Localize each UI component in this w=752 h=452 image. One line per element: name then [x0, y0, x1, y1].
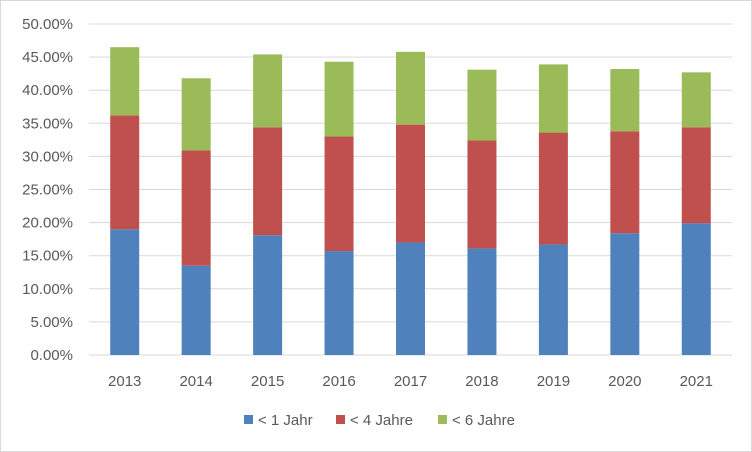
- legend-label: < 4 Jahre: [350, 412, 413, 429]
- x-tick-label: 2015: [251, 373, 284, 390]
- bar-segment-2: [324, 136, 354, 252]
- legend-label: < 1 Jahr: [258, 412, 313, 429]
- x-tick-label: 2018: [465, 373, 498, 390]
- x-tick-label: 2019: [537, 373, 570, 390]
- bars: [110, 47, 711, 355]
- y-tick-label: 20.00%: [22, 215, 73, 232]
- y-tick-label: 50.00%: [22, 16, 73, 33]
- y-tick-label: 25.00%: [22, 182, 73, 199]
- bar-segment-3: [324, 61, 354, 137]
- bar-segment-2: [110, 115, 140, 230]
- bar-segment-2: [681, 127, 711, 224]
- y-axis-tick-labels: 0.00% 5.00% 10.00% 15.00% 20.00% 25.00% 30.00%…: [22, 16, 73, 364]
- bar-segment-3: [110, 47, 140, 116]
- bar-segment-1: [253, 235, 283, 355]
- y-tick-label: 15.00%: [22, 248, 73, 265]
- x-tick-label: 2016: [322, 373, 355, 390]
- y-tick-label: 5.00%: [30, 314, 73, 331]
- legend-swatch: [244, 415, 253, 424]
- legend-swatch: [438, 415, 447, 424]
- bar-segment-2: [253, 127, 283, 236]
- legend: < 1 Jahr < 4 Jahre < 6 Jahre: [244, 412, 515, 429]
- legend-label: < 6 Jahre: [452, 412, 515, 429]
- bar-segment-2: [538, 132, 568, 245]
- bar-segment-1: [324, 251, 354, 355]
- bar-segment-3: [181, 78, 211, 151]
- bar-segment-3: [681, 72, 711, 128]
- legend-swatch: [336, 415, 345, 424]
- bar-segment-2: [181, 150, 211, 266]
- bar-segment-2: [610, 131, 640, 234]
- y-tick-label: 30.00%: [22, 148, 73, 165]
- y-tick-label: 40.00%: [22, 82, 73, 99]
- bar-segment-2: [396, 124, 425, 243]
- x-tick-label: 2013: [108, 373, 141, 390]
- bar-segment-3: [253, 54, 283, 128]
- bar-segment-3: [610, 69, 640, 132]
- x-tick-label: 2020: [608, 373, 641, 390]
- bar-segment-1: [610, 233, 640, 355]
- bar-segment-3: [467, 69, 497, 141]
- bar-segment-2: [467, 140, 497, 249]
- bar-segment-1: [538, 244, 568, 355]
- bar-segment-3: [538, 64, 568, 133]
- bar-segment-1: [467, 248, 497, 355]
- y-tick-label: 45.00%: [22, 49, 73, 66]
- bar-segment-3: [396, 51, 425, 125]
- x-tick-label: 2021: [680, 373, 713, 390]
- bar-segment-1: [181, 265, 211, 355]
- y-tick-label: 0.00%: [30, 347, 73, 364]
- x-tick-label: 2017: [394, 373, 427, 390]
- x-tick-label: 2014: [179, 373, 212, 390]
- x-axis-tick-labels: 2013 2014 2015 2016 2017 2018 2019 2020 2021: [108, 373, 713, 390]
- y-tick-label: 35.00%: [22, 115, 73, 132]
- bar-segment-1: [110, 229, 140, 355]
- bar-segment-1: [396, 242, 425, 355]
- y-tick-label: 10.00%: [22, 281, 73, 298]
- bar-segment-1: [681, 223, 711, 355]
